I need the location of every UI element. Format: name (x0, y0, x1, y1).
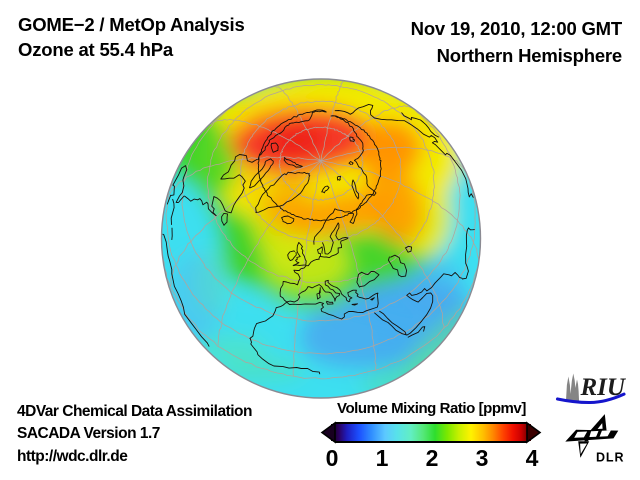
svg-text:RIU: RIU (580, 374, 627, 401)
svg-text:4: 4 (526, 445, 539, 471)
svg-text:DLR: DLR (596, 451, 624, 465)
svg-text:0: 0 (326, 445, 339, 471)
svg-text:1: 1 (376, 445, 389, 471)
svg-text:3: 3 (476, 445, 489, 471)
svg-text:2: 2 (426, 445, 439, 471)
